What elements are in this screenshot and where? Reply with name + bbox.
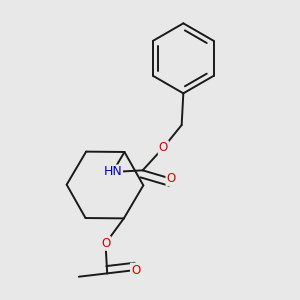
Text: O: O xyxy=(101,237,110,250)
Text: O: O xyxy=(159,141,168,154)
Text: O: O xyxy=(131,263,140,277)
Text: HN: HN xyxy=(103,166,122,178)
Text: O: O xyxy=(167,172,176,185)
